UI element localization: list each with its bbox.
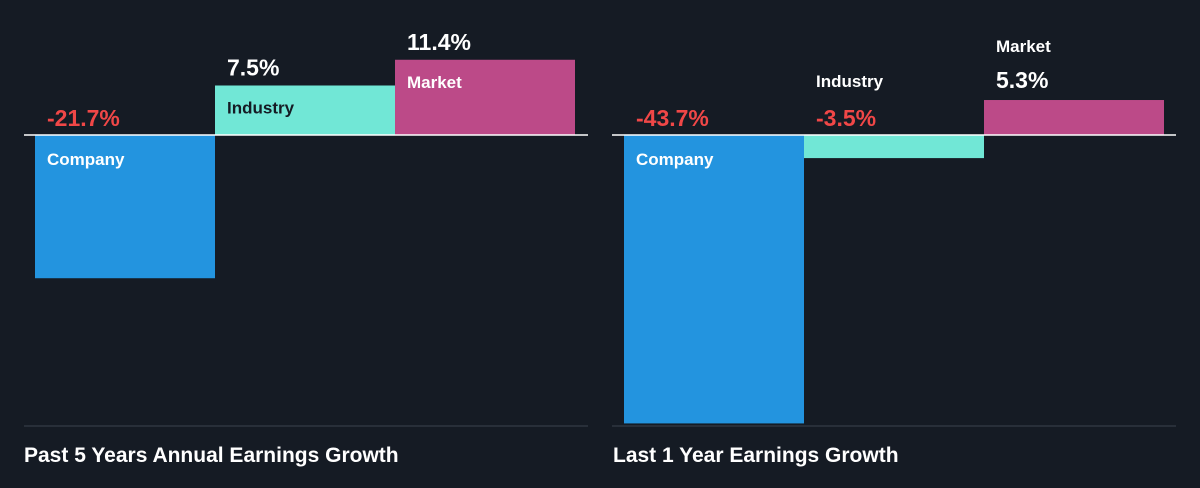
past-5-years-value-label-industry: 7.5%	[227, 55, 279, 81]
last-1-year-bar-market	[984, 100, 1164, 135]
past-5-years-category-label-market: Market	[407, 73, 462, 92]
past-5-years-category-label-industry: Industry	[227, 99, 295, 118]
last-1-year-value-label-company: -43.7%	[636, 105, 709, 131]
past-5-years-bar-market	[395, 59, 575, 136]
past-5-years-bar-company	[35, 135, 215, 279]
last-1-year-bar-company	[624, 135, 804, 424]
last-1-year-category-label-industry: Industry	[816, 72, 884, 91]
past-5-years-bar-industry	[215, 85, 395, 135]
last-1-year-bar-industry	[804, 135, 984, 159]
earnings-growth-charts: Company -21.7% Industry 7.5% Market 11.4% Comp…	[24, 29, 1176, 427]
chart-title-past-5-years: Past 5 Years Annual Earnings Growth	[24, 444, 399, 467]
last-1-year-category-label-market: Market	[996, 37, 1051, 56]
last-1-year-category-label-company: Company	[636, 150, 714, 169]
past-5-years-value-label-company: -21.7%	[47, 105, 120, 131]
last-1-year-value-label-industry: -3.5%	[816, 105, 876, 131]
past-5-years-category-label-company: Company	[47, 150, 125, 169]
last-1-year-value-label-market: 5.3%	[996, 67, 1048, 93]
past-5-years-value-label-market: 11.4%	[407, 29, 471, 55]
chart-title-last-1-year: Last 1 Year Earnings Growth	[613, 444, 899, 467]
